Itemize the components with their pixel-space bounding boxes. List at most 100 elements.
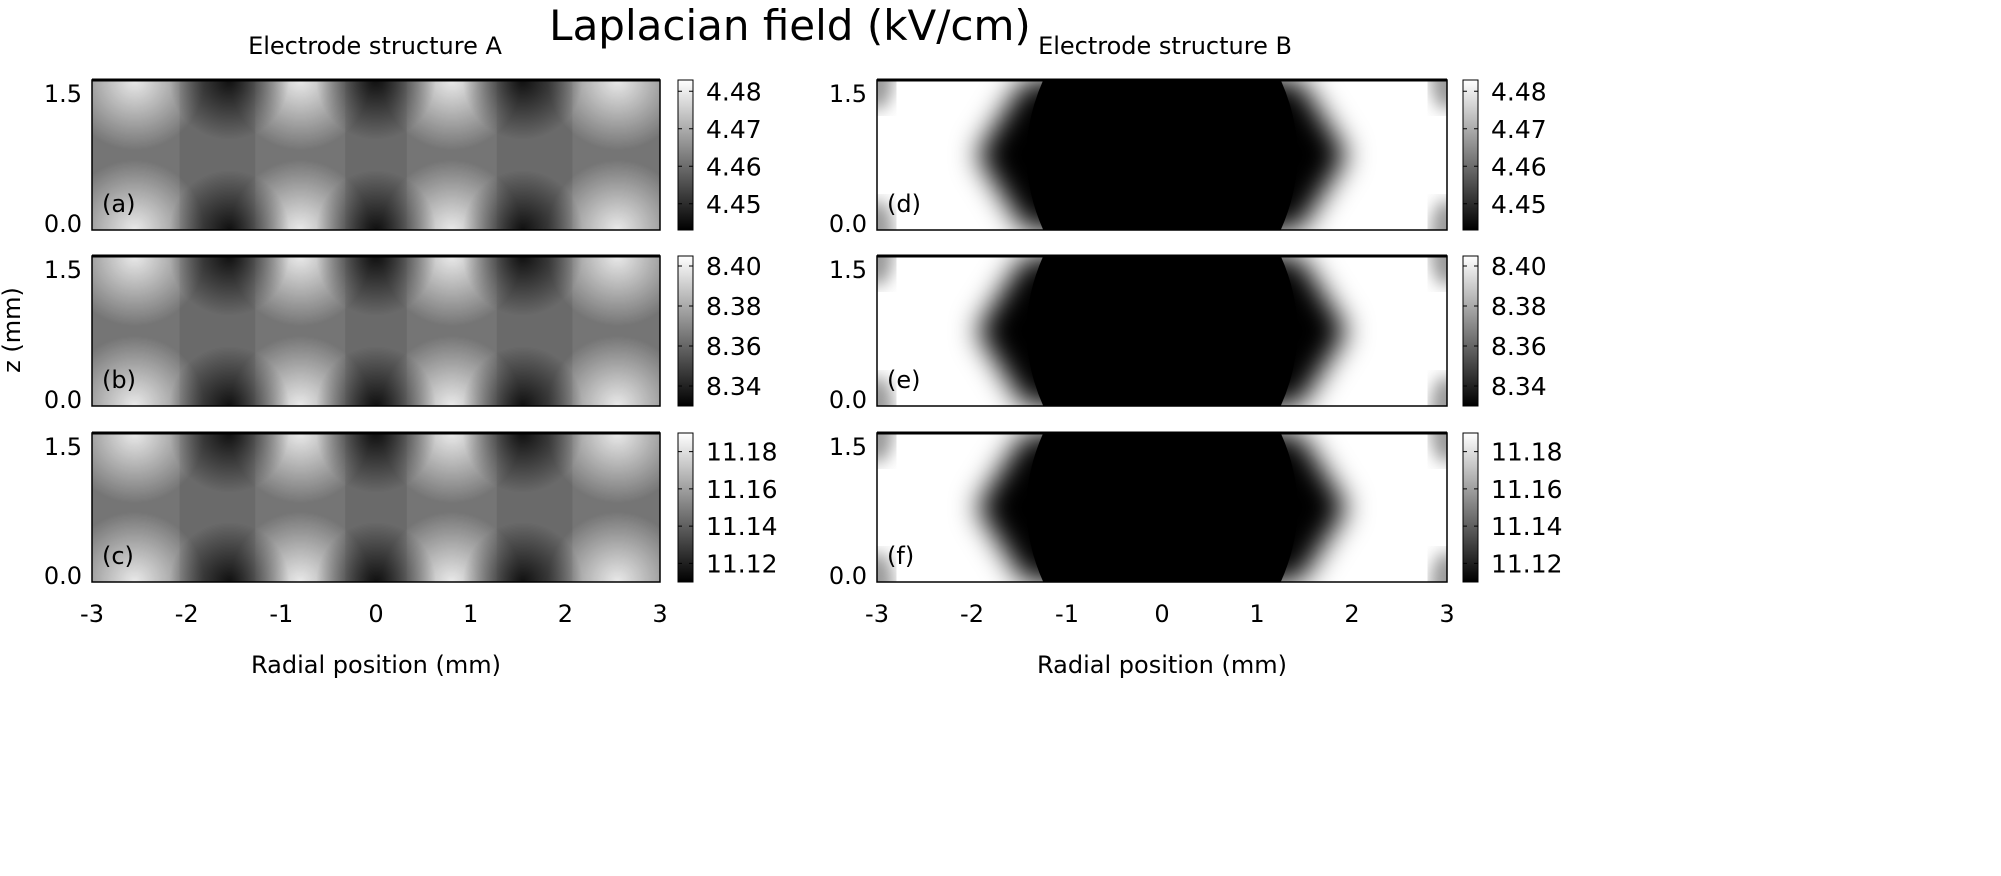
y-tick-label: 0.0 bbox=[829, 386, 867, 414]
bright-band bbox=[92, 256, 180, 406]
colorbar-tick-label: 8.40 bbox=[1491, 252, 1547, 281]
colorbar-tick-label: 8.38 bbox=[706, 292, 762, 321]
x-tick-label: 1 bbox=[463, 600, 478, 628]
x-tick-label: -2 bbox=[960, 600, 984, 628]
edge-shade bbox=[877, 552, 893, 582]
bright-band bbox=[92, 80, 180, 230]
bright-band bbox=[572, 433, 660, 582]
dark-spot bbox=[169, 346, 290, 406]
edge-shade bbox=[877, 80, 893, 110]
dark-region bbox=[1026, 80, 1298, 230]
colorbar-tick-label: 8.38 bbox=[1491, 292, 1547, 321]
edge-shade bbox=[1431, 256, 1447, 286]
heatmap-panel-a bbox=[92, 80, 660, 230]
colorbar bbox=[677, 432, 694, 583]
edge-shade bbox=[1431, 433, 1447, 463]
edge-shade bbox=[877, 433, 893, 463]
x-tick-label: -2 bbox=[175, 600, 199, 628]
column-title-b: Electrode structure B bbox=[1038, 32, 1292, 60]
dark-spot bbox=[169, 256, 290, 316]
x-tick-label: -1 bbox=[1055, 600, 1079, 628]
colorbar-tick-label: 11.18 bbox=[1491, 438, 1563, 467]
column-title-a: Electrode structure A bbox=[248, 32, 502, 60]
x-tick-label: -3 bbox=[80, 600, 104, 628]
colorbar-tick-label: 4.46 bbox=[1491, 152, 1547, 181]
y-tick-label: 1.5 bbox=[44, 256, 82, 284]
dark-spot bbox=[316, 80, 436, 140]
dark-region bbox=[1026, 433, 1298, 582]
x-axis-label-a: Radial position (mm) bbox=[251, 651, 501, 679]
x-tick-label: 0 bbox=[1154, 600, 1169, 628]
colorbar-tick-label: 8.40 bbox=[706, 252, 762, 281]
bright-band bbox=[572, 80, 660, 230]
colorbar-tick-label: 11.16 bbox=[1491, 475, 1563, 504]
colorbar bbox=[1462, 79, 1479, 231]
colorbar-tick-label: 11.12 bbox=[706, 549, 778, 578]
colorbar-tick-label: 4.48 bbox=[1491, 77, 1547, 106]
heatmap-panel-e bbox=[877, 256, 1447, 406]
y-tick-label: 1.5 bbox=[44, 433, 82, 461]
y-tick-label: 0.0 bbox=[829, 210, 867, 238]
colorbar-tick-label: 11.14 bbox=[1491, 512, 1563, 541]
edge-shade bbox=[1431, 80, 1447, 110]
dark-spot bbox=[462, 346, 583, 406]
colorbar-tick-label: 8.36 bbox=[706, 332, 762, 361]
colorbar-tick-label: 4.46 bbox=[706, 152, 762, 181]
colorbar-tick-label: 8.34 bbox=[706, 372, 762, 401]
panel-label: (a) bbox=[102, 190, 135, 218]
dark-spot bbox=[316, 433, 436, 493]
edge-shade bbox=[1431, 552, 1447, 582]
panel-label: (d) bbox=[887, 190, 921, 218]
figure-title: Laplacian field (kV/cm) bbox=[549, 1, 1031, 50]
heatmap-panel-f bbox=[877, 433, 1447, 582]
dark-spot bbox=[316, 256, 436, 316]
dark-spot bbox=[169, 522, 290, 582]
y-tick-label: 0.0 bbox=[829, 562, 867, 590]
heatmap-panel-c bbox=[92, 433, 660, 582]
colorbar-tick-label: 11.18 bbox=[706, 438, 778, 467]
colorbar-tick-label: 4.45 bbox=[1491, 190, 1547, 219]
y-tick-label: 0.0 bbox=[44, 562, 82, 590]
colorbar bbox=[1462, 432, 1479, 583]
panel-label: (b) bbox=[102, 366, 136, 394]
dark-spot bbox=[462, 522, 583, 582]
y-tick-label: 1.5 bbox=[829, 433, 867, 461]
colorbar-tick-label: 4.48 bbox=[706, 77, 762, 106]
y-tick-label: 0.0 bbox=[44, 210, 82, 238]
colorbar bbox=[1462, 255, 1479, 407]
colorbar-tick-label: 4.47 bbox=[1491, 115, 1547, 144]
colorbar-tick-label: 11.14 bbox=[706, 512, 778, 541]
colorbar bbox=[677, 79, 694, 231]
dark-spot bbox=[316, 346, 436, 406]
x-tick-label: 1 bbox=[1249, 600, 1264, 628]
x-tick-label: 3 bbox=[1439, 600, 1454, 628]
dark-spot bbox=[462, 433, 583, 493]
edge-shade bbox=[877, 200, 893, 230]
dark-spot bbox=[462, 170, 583, 230]
x-tick-label: 2 bbox=[558, 600, 573, 628]
dark-spot bbox=[462, 80, 583, 140]
x-tick-label: 2 bbox=[1344, 600, 1359, 628]
edge-shade bbox=[877, 376, 893, 406]
dark-spot bbox=[169, 80, 290, 140]
panel-label: (c) bbox=[102, 542, 134, 570]
x-axis-label-b: Radial position (mm) bbox=[1037, 651, 1287, 679]
edge-shade bbox=[1431, 376, 1447, 406]
dark-region bbox=[1026, 256, 1298, 406]
heatmap-panel-b bbox=[92, 256, 660, 406]
x-tick-label: 0 bbox=[368, 600, 383, 628]
colorbar-tick-label: 11.12 bbox=[1491, 549, 1563, 578]
bright-band bbox=[92, 433, 180, 582]
edge-shade bbox=[877, 256, 893, 286]
dark-spot bbox=[462, 256, 583, 316]
dark-spot bbox=[169, 433, 290, 493]
dark-spot bbox=[316, 170, 436, 230]
colorbar bbox=[677, 255, 694, 407]
edge-shade bbox=[1431, 200, 1447, 230]
dark-spot bbox=[316, 522, 436, 582]
colorbar-tick-label: 4.47 bbox=[706, 115, 762, 144]
x-tick-label: -1 bbox=[269, 600, 293, 628]
panel-label: (f) bbox=[887, 542, 914, 570]
